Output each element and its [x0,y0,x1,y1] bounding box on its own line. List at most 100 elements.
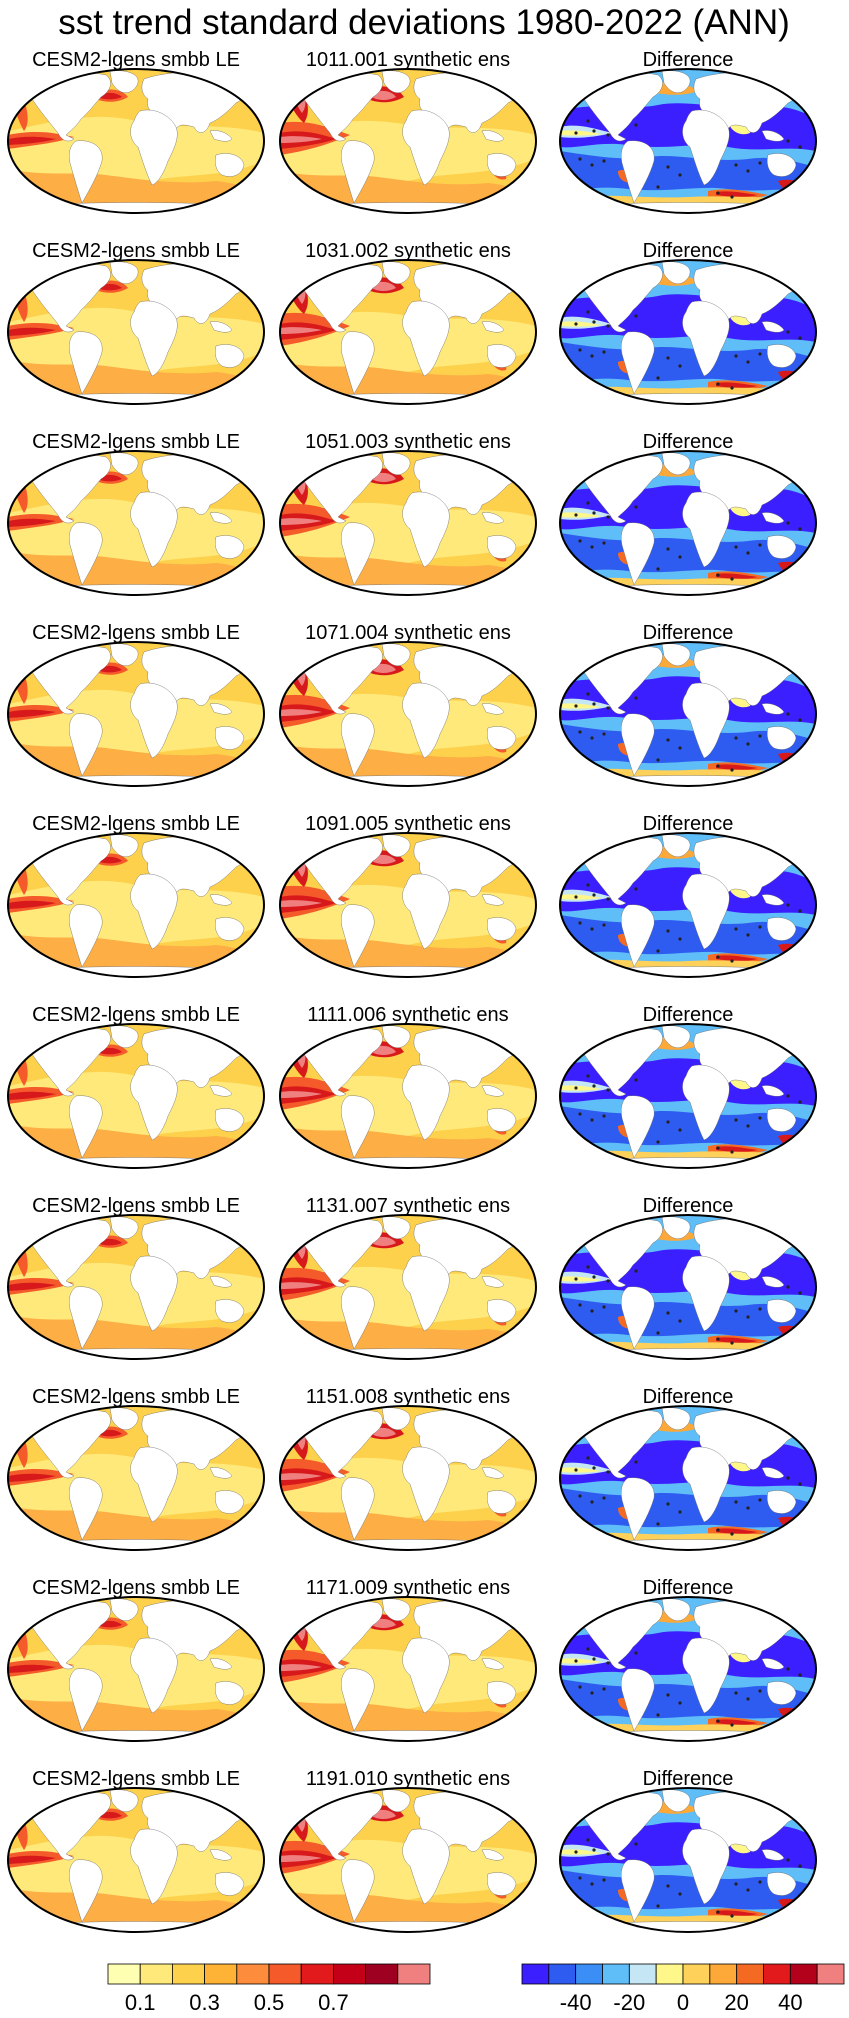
panel-title-right: Difference [643,622,734,644]
colorbar-swatch [548,1963,577,1985]
panel-row: CESM2-lgens smbb LE 1171.009 synthetic en… [7,1577,817,1742]
panel-title-middle: 1171.009 synthetic ens [306,1577,510,1599]
panel-title-right: Difference [643,1004,734,1026]
difference-map [559,1023,817,1169]
sst-std-map [279,832,537,978]
figure-title: sst trend standard deviations 1980-2022 … [58,3,790,42]
sst-std-map [7,1405,265,1551]
colorbar-swatch [763,1963,791,1985]
panel-title-middle: 1031.002 synthetic ens [305,240,511,262]
panel-title-left: CESM2-lgens smbb LE [32,1195,240,1217]
colorbar-tick-label: 0.5 [254,1990,285,2015]
difference-map [559,1596,817,1742]
panel-title-right: Difference [643,240,734,262]
panel-title-left: CESM2-lgens smbb LE [32,1768,240,1790]
difference-map [559,832,817,978]
colorbar-swatch [107,1963,141,1985]
panel-title-middle: 1011.001 synthetic ens [306,49,510,71]
panel-title-left: CESM2-lgens smbb LE [32,1004,240,1026]
sst-std-map [7,450,265,596]
panel-title-middle: 1071.004 synthetic ens [305,622,511,644]
colorbar-swatch [268,1963,302,1985]
panel-title-left: CESM2-lgens smbb LE [32,1386,240,1408]
panel-title-middle: 1091.005 synthetic ens [305,813,511,835]
colorbar-swatch [655,1963,684,1985]
colorbar-tick-label: 40 [778,1990,802,2015]
colorbar-tick-label: 0.1 [125,1990,156,2015]
panel-title-left: CESM2-lgens smbb LE [32,1577,240,1599]
panel-row: CESM2-lgens smbb LE 1131.007 synthetic en… [7,1195,817,1360]
colorbar-swatch [300,1963,334,1985]
colorbar-swatch [602,1963,630,1985]
sst-std-map [7,259,265,405]
colorbar-tick-label: 20 [724,1990,748,2015]
sst-std-map [279,641,537,787]
colorbar-difference: -40 -20 0 20 40 [521,1963,845,2015]
colorbar-swatch [575,1963,603,1985]
colorbar-tick-label: 0.7 [318,1990,349,2015]
panel-title-middle: 1191.010 synthetic ens [306,1768,510,1790]
panel-title-left: CESM2-lgens smbb LE [32,431,240,453]
panel-row: CESM2-lgens smbb LE 1071.004 synthetic en… [7,622,817,787]
colorbar-swatch [397,1963,431,1985]
sst-std-map [279,259,537,405]
panel-row: CESM2-lgens smbb LE 1091.005 synthetic en… [7,813,817,978]
difference-map [559,68,817,214]
sst-std-map [7,1787,265,1933]
colorbar-swatch [709,1963,738,1985]
panel-title-right: Difference [643,813,734,835]
difference-map [559,1214,817,1360]
colorbar-tick-label: -40 [560,1990,592,2015]
panel-title-middle: 1131.007 synthetic ens [306,1195,510,1217]
sst-std-map [279,1023,537,1169]
panel-title-middle: 1051.003 synthetic ens [305,431,511,453]
sst-std-map [279,1596,537,1742]
panel-title-right: Difference [643,1386,734,1408]
panel-title-left: CESM2-lgens smbb LE [32,813,240,835]
difference-map [559,450,817,596]
difference-map [559,259,817,405]
difference-map [559,641,817,787]
panel-grid: CESM2-lgens smbb LE 1011.001 synthetic en… [7,49,817,1933]
panel-title-left: CESM2-lgens smbb LE [32,240,240,262]
colorbar-swatch [171,1963,205,1985]
panel-title-middle: 1111.006 synthetic ens [307,1004,508,1026]
difference-map [559,1787,817,1933]
colorbar-tick-label: -20 [613,1990,645,2015]
colorbar-swatch [521,1963,550,1985]
panel-row: CESM2-lgens smbb LE 1111.006 synthetic en… [7,1004,817,1169]
panel-row: CESM2-lgens smbb LE 1011.001 synthetic en… [7,49,817,214]
colorbar-swatch [816,1963,845,1985]
sst-std-map [7,68,265,214]
colorbar-swatch [332,1963,366,1985]
colorbar-swatch [236,1963,270,1985]
colorbar-swatch [736,1963,764,1985]
colorbar-tick-label: 0.3 [189,1990,220,2015]
panel-title-right: Difference [643,1577,734,1599]
sst-std-map [279,1405,537,1551]
colorbar-std: 0.1 0.3 0.5 0.7 [107,1963,431,2015]
sst-std-map [7,641,265,787]
panel-title-right: Difference [643,49,734,71]
sst-std-map [279,68,537,214]
colorbar-tick-label: 0 [677,1990,689,2015]
colorbar-swatch [789,1963,818,1985]
colorbar-swatch [139,1963,173,1985]
panel-row: CESM2-lgens smbb LE 1031.002 synthetic en… [7,240,817,405]
sst-std-map [279,1214,537,1360]
panel-title-right: Difference [643,1195,734,1217]
sst-std-map [7,1023,265,1169]
colorbar-swatch [628,1963,657,1985]
panel-row: CESM2-lgens smbb LE 1191.010 synthetic en… [7,1768,817,1933]
panel-row: CESM2-lgens smbb LE 1051.003 synthetic en… [7,431,817,596]
sst-std-map [279,450,537,596]
sst-std-map [279,1787,537,1933]
colorbars: 0.1 0.3 0.5 0.7 -40 -20 0 20 40 [107,1963,845,2015]
panel-title-right: Difference [643,1768,734,1790]
sst-std-map [7,1214,265,1360]
panel-title-left: CESM2-lgens smbb LE [32,49,240,71]
panel-title-right: Difference [643,431,734,453]
sst-std-map [7,832,265,978]
colorbar-swatch [682,1963,711,1985]
